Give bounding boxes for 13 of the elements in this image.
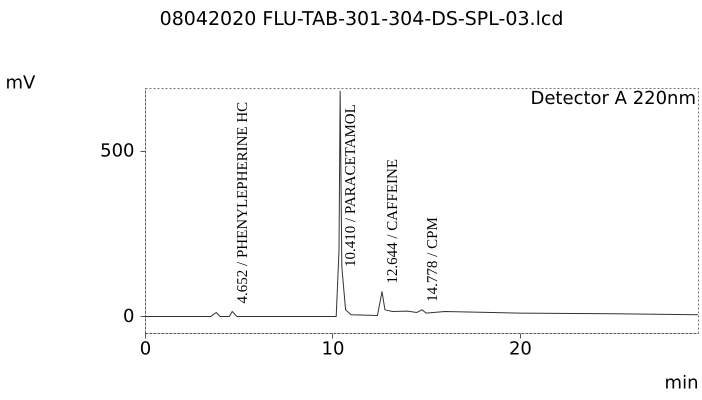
x-tick-label: 10 bbox=[322, 338, 344, 360]
annotation: Detector A 220nm bbox=[530, 88, 696, 109]
y-tick-label: 500 bbox=[100, 140, 134, 162]
annotation: 12.644 / CAFFEINE bbox=[385, 159, 402, 284]
annotation: 4.652 / PHENYLEPHERINE HC bbox=[235, 102, 252, 304]
annotation: 10.410 / PARACETAMOL bbox=[343, 104, 360, 268]
annotation: 14.778 / CPM bbox=[425, 217, 442, 302]
x-tick-label: 0 bbox=[140, 338, 152, 360]
chart-title: 08042020 FLU-TAB-301-304-DS-SPL-03.lcd bbox=[160, 8, 564, 30]
x-tick-label: 20 bbox=[508, 338, 532, 360]
line-series bbox=[145, 90, 698, 317]
x-axis-title: min bbox=[664, 372, 698, 394]
y-axis-title: mV bbox=[6, 72, 36, 94]
